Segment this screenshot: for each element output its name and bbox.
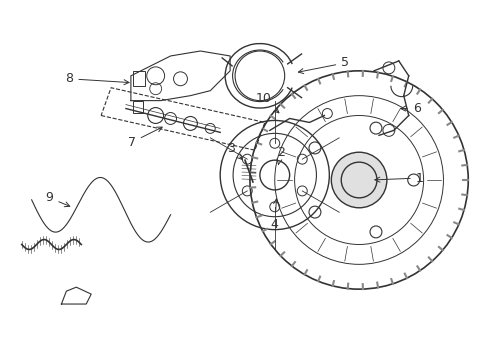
Text: 7: 7 [127, 127, 162, 149]
Text: 10: 10 [255, 92, 278, 113]
Text: 6: 6 [400, 102, 420, 115]
Text: 3: 3 [227, 142, 242, 159]
Text: 5: 5 [298, 57, 348, 73]
Text: 8: 8 [65, 72, 129, 85]
Circle shape [331, 152, 386, 208]
Text: 9: 9 [45, 192, 70, 207]
Text: 2: 2 [276, 146, 284, 165]
Text: 1: 1 [374, 171, 423, 185]
Text: 4: 4 [270, 199, 278, 231]
Bar [133, 71, 144, 86]
Bar [133, 100, 142, 113]
